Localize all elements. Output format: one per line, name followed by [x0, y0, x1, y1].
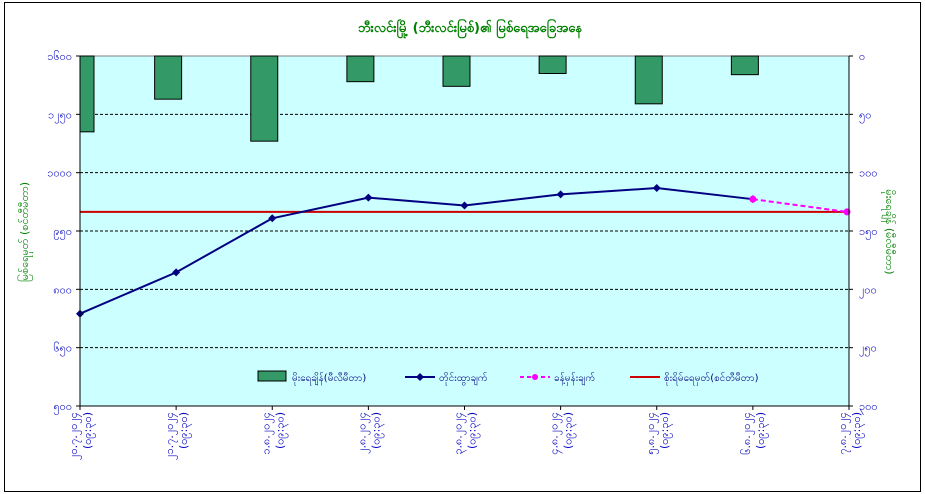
x-tick-time: (၀၉:၃၀)	[658, 412, 673, 449]
observed-point	[556, 190, 565, 199]
x-tick-time: (၀၉:၃၀)	[273, 412, 288, 449]
y-tick-left: ၈၀၀	[53, 283, 72, 296]
observed-point	[460, 201, 469, 210]
legend-marker	[532, 374, 538, 380]
y-tick-left: ၉၅၀	[53, 225, 72, 240]
rainfall-bar	[442, 55, 471, 87]
x-tick-label: ၆.၈.၂၀၂၄ (၀၉:၃၀)	[740, 412, 769, 455]
series-lines	[76, 184, 851, 318]
legend-marker	[416, 373, 424, 381]
x-tick-label: ၇.၈.၂၀၂၄ (၀၉:၃၀)	[836, 412, 865, 455]
legend-label: ခန့်မှန်းချက်	[554, 371, 595, 386]
x-tick-time: (၀၉:၃၀)	[81, 412, 96, 449]
x-tick-date: ၂၀.၇.၂၀၂၄	[67, 412, 82, 460]
rainfall-bar	[346, 55, 375, 83]
y-tick-right: ၁၅၀	[859, 225, 878, 240]
y-tick-left: ၁၆၀၀	[47, 50, 72, 63]
legend-swatch	[257, 370, 287, 382]
x-tick-date: ၂၁.၇.၂၀၂၄	[163, 412, 178, 460]
x-tick-date: ၁.၈.၂၀၂၄	[259, 412, 274, 455]
legend-label: စိုးရိမ်ရေမှတ်(စင်တီမီတာ)	[664, 371, 759, 386]
y-axis-left-label: မြစ်ရေမှတ် (စင်တီမီတာ)	[17, 182, 33, 282]
observed-line	[79, 187, 753, 315]
x-tick-label: ၂၁.၇.၂၀၂၄ (၀၉:၃၀)	[163, 412, 192, 460]
rainfall-bar	[634, 55, 663, 105]
x-tick-date: ၃.၈.၂၀၂၄	[452, 412, 467, 455]
x-tick-date: ၇.၈.၂၀၂၄	[836, 412, 851, 455]
y-tick-right: ၂၅၀	[859, 342, 877, 357]
x-tick-time: (၀၉:၃၀)	[754, 412, 769, 449]
x-tick-time: (၀၉:၃၀)	[850, 412, 865, 449]
rainfall-bar	[154, 55, 183, 100]
rainfall-bar	[730, 55, 759, 76]
legend: မိုးရေချိန်(မီလီမီတာ) တိုင်းထွာချက် ခန့်မှ…	[257, 370, 759, 386]
observed-point	[268, 214, 277, 223]
x-tick-date: ၆.၈.၂၀၂၄	[740, 412, 755, 455]
x-tick-label: ၄.၈.၂၀၂၄ (၀၉:၃၀)	[548, 412, 577, 455]
rainfall-bar	[250, 55, 279, 142]
y-tick-right: ၅၀	[859, 108, 871, 123]
y-axis-right-label: မိုးရေချိန် (မီလီမီတာ)	[881, 189, 896, 274]
x-tick-label: ၅.၈.၂၀၂၄ (၀၉:၃၀)	[644, 412, 673, 455]
x-tick-label: ၂၀.၇.၂၀၂၄ (၀၉:၃၀)	[67, 412, 96, 460]
gridlines	[80, 113, 849, 349]
x-tick-label: ၂.၈.၂၀၂၄ (၀၉:၃၀)	[355, 412, 384, 454]
y-tick-left: ၁၂၅၀	[48, 108, 72, 123]
legend-label: တိုင်းထွာချက်	[439, 371, 488, 386]
forecast-point	[749, 195, 757, 203]
x-tick-label: ၁.၈.၂၀၂၄ (၀၉:၃၀)	[259, 412, 288, 455]
chart-title: ဘီးလင်းမြို့ (ဘီးလင်းမြစ်)၏ မြစ်ရေအခြေအန…	[358, 18, 583, 39]
x-tick-time: (၀၉:၃၀)	[369, 412, 384, 449]
y-tick-right: ၁၀၀	[859, 167, 878, 180]
observed-point	[172, 268, 181, 277]
rainfall-bar	[79, 55, 95, 133]
x-tick-date: ၄.၈.၂၀၂၄	[548, 412, 563, 455]
x-tick-label: ၃.၈.၂၀၂၄ (၀၉:၃၀)	[452, 412, 481, 455]
y-tick-left: ၅၀၀	[53, 400, 72, 415]
observed-point	[652, 184, 661, 193]
y-tick-left: ၆၅၀	[53, 342, 72, 357]
x-tick-time: (၀၉:၃၀)	[466, 412, 481, 449]
x-tick-time: (၀၉:၃၀)	[177, 412, 192, 449]
y-tick-right: ၂၀၀	[859, 283, 877, 298]
y-tick-left: ၁၀၀၀	[47, 167, 72, 180]
x-tick-date: ၂.၈.၂၀၂၄	[355, 412, 370, 454]
x-tick-date: ၅.၈.၂၀၂၄	[644, 412, 659, 455]
rainfall-bars	[79, 55, 759, 142]
x-tick-time: (၀၉:၃၀)	[562, 412, 577, 449]
legend-label: မိုးရေချိန်(မီလီမီတာ)	[292, 371, 366, 386]
y-tick-right: ၃၀၀	[859, 400, 878, 415]
observed-point	[364, 193, 373, 202]
rainfall-bar	[538, 55, 567, 74]
x-axis-labels: ၂၀.၇.၂၀၂၄ (၀၉:၃၀) ၂၁.၇.၂၀၂၄ (၀၉:၃၀) ၁.၈.၂၀၂၄…	[67, 412, 865, 460]
y-tick-right: ၀	[859, 50, 865, 63]
